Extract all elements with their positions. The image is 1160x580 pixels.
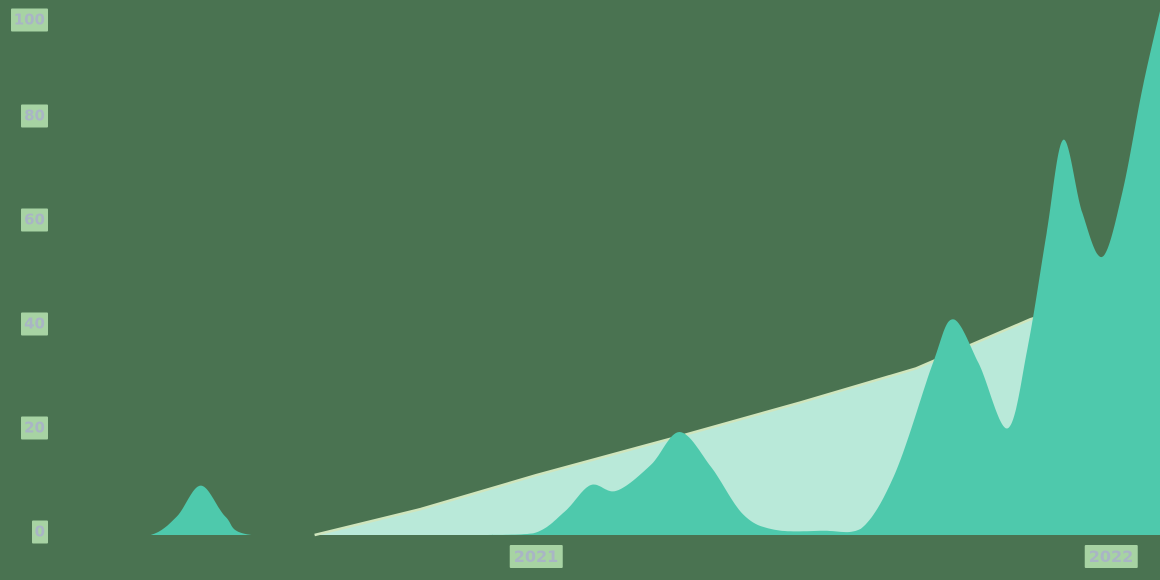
y-axis-tick-label-40: 40 (21, 312, 48, 336)
series-area-teal-spiky-series (54, 11, 1160, 535)
x-axis-tick-label-2021: 2021 (509, 545, 563, 568)
x-axis-tick-label-2022: 2022 (1084, 545, 1138, 568)
y-axis-tick-label-0: 0 (31, 520, 48, 544)
y-axis-tick-label-100: 100 (10, 8, 48, 32)
y-axis-tick-label-60: 60 (21, 208, 48, 232)
y-axis-tick-label-80: 80 (21, 104, 48, 128)
series-edge-light-mint-ramp-series (314, 279, 1160, 537)
y-axis-tick-label-20: 20 (21, 416, 48, 440)
